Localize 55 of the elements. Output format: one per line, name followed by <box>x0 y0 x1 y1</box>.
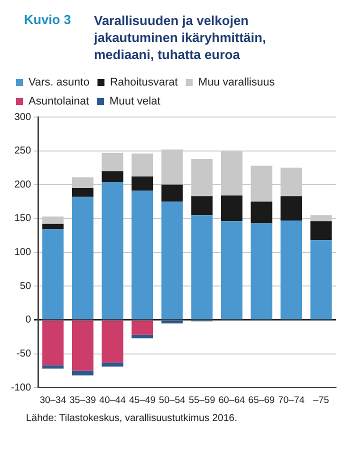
x-tick-label: 55–59 <box>188 394 216 406</box>
bar <box>250 223 272 320</box>
x-tick-label: 40–44 <box>99 394 126 406</box>
bar <box>220 195 242 222</box>
chart-title: Varallisuuden ja velkojen jakautuminen ikäryhmittäin, mediaani, tuhatta euroa <box>94 12 267 63</box>
y-tick-label: 200 <box>14 179 32 190</box>
y-tick-label: 150 <box>14 213 32 224</box>
x-tick-label: 45–49 <box>129 394 156 406</box>
y-tick-label: 0 <box>25 314 32 326</box>
bar <box>161 320 183 324</box>
bar <box>310 240 332 320</box>
x-tick-label: 30–34 <box>40 394 66 406</box>
x-tick-label: –75 <box>313 394 330 406</box>
x-tick-label: 60–64 <box>218 394 245 406</box>
x-tick-label: 65–69 <box>248 394 275 406</box>
bar <box>191 215 213 320</box>
legend-label: Asuntolainat <box>28 96 90 108</box>
bar <box>72 196 94 320</box>
y-tick-label: 50 <box>20 280 32 292</box>
bar <box>132 176 154 191</box>
bar <box>280 220 302 320</box>
x-tick-label: 50–54 <box>158 394 186 406</box>
bar <box>72 370 94 376</box>
bar <box>310 221 332 240</box>
y-tick-label: 300 <box>14 112 32 123</box>
bar <box>72 320 94 371</box>
bar <box>132 154 154 177</box>
y-tick-label: -50 <box>16 348 32 360</box>
bar <box>42 224 64 230</box>
legend-label: Vars. asunto <box>28 76 90 89</box>
bar <box>250 202 272 224</box>
bar <box>220 221 242 320</box>
bar <box>102 362 124 367</box>
x-tick-label: 35–39 <box>70 394 96 406</box>
y-tick-label: 100 <box>14 247 32 258</box>
bar <box>161 184 183 202</box>
bar <box>161 202 183 320</box>
legend-label: Muut velat <box>110 96 160 108</box>
bar <box>280 196 302 221</box>
bar <box>72 188 94 197</box>
bar <box>42 229 64 320</box>
bar <box>42 320 64 366</box>
y-tick-label: -100 <box>11 382 32 394</box>
y-tick-label: 250 <box>14 146 32 157</box>
bar <box>132 320 154 335</box>
x-tick-label: 70–74 <box>278 394 305 406</box>
text: Lähde: Tilastokeskus, varallisuustutkimus 2016. <box>25 413 238 424</box>
text: Kuvio 3 <box>24 12 72 29</box>
bar <box>102 320 124 363</box>
legend-label: Muu varallisuus <box>198 76 276 89</box>
legend-label: Rahoitusvarat <box>110 76 178 89</box>
bar <box>102 171 124 182</box>
bar <box>102 182 124 320</box>
bar <box>132 190 154 320</box>
bar <box>191 196 213 216</box>
